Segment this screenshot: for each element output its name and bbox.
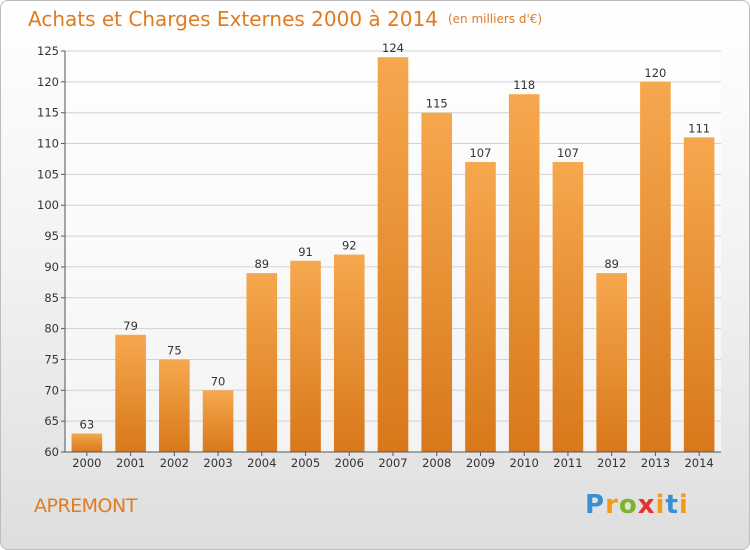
y-tick-label: 90 xyxy=(44,260,59,274)
y-tick-label: 70 xyxy=(44,383,59,397)
proxiti-logo: Proxiti xyxy=(585,490,689,520)
x-tick-label: 2003 xyxy=(203,456,232,470)
x-tick-label: 2002 xyxy=(160,456,189,470)
bar-value-label: 124 xyxy=(382,41,404,55)
bar-value-label: 118 xyxy=(513,78,535,92)
location-name: APREMONT xyxy=(34,495,137,517)
x-tick-label: 2009 xyxy=(466,456,495,470)
x-tick-label: 2006 xyxy=(335,456,364,470)
bar xyxy=(640,81,671,452)
x-tick-label: 2007 xyxy=(378,456,407,470)
chart-title: Achats et Charges Externes 2000 à 2014 (e… xyxy=(28,7,542,31)
bar xyxy=(596,273,627,452)
x-tick-label: 2014 xyxy=(684,456,713,470)
bar-value-label: 107 xyxy=(469,146,491,160)
x-tick-label: 2012 xyxy=(597,456,626,470)
y-tick-label: 95 xyxy=(44,229,59,243)
bar-value-label: 107 xyxy=(557,146,579,160)
x-tick-label: 2008 xyxy=(422,456,451,470)
x-tick-label: 2005 xyxy=(291,456,320,470)
bar-value-label: 75 xyxy=(167,343,182,357)
y-tick-label: 85 xyxy=(44,291,59,305)
bar xyxy=(202,390,234,452)
bar xyxy=(71,433,103,452)
bar xyxy=(246,273,278,452)
y-tick-label: 80 xyxy=(44,322,59,336)
bar-value-label: 89 xyxy=(604,257,619,271)
bar xyxy=(377,57,409,453)
bar-value-label: 70 xyxy=(211,374,226,388)
y-tick-label: 110 xyxy=(37,137,59,151)
x-tick-label: 2010 xyxy=(510,456,539,470)
x-tick-label: 2000 xyxy=(72,456,101,470)
bar-value-label: 120 xyxy=(644,66,666,80)
y-tick-label: 125 xyxy=(37,44,59,58)
bar-value-label: 115 xyxy=(426,97,448,111)
bar xyxy=(290,260,321,452)
bar xyxy=(115,334,146,452)
x-tick-label: 2001 xyxy=(116,456,145,470)
bar-value-label: 63 xyxy=(80,417,95,431)
bar-value-label: 91 xyxy=(298,245,313,259)
x-tick-label: 2013 xyxy=(641,456,670,470)
bar-value-label: 111 xyxy=(688,121,710,135)
bar xyxy=(683,137,715,452)
y-tick-label: 60 xyxy=(44,445,59,459)
bar xyxy=(333,254,365,452)
y-tick-label: 115 xyxy=(37,106,59,120)
x-tick-label: 2011 xyxy=(553,456,582,470)
y-tick-label: 65 xyxy=(44,414,59,428)
y-tick-label: 120 xyxy=(37,75,59,89)
chart-title-text: Achats et Charges Externes 2000 à 2014 xyxy=(28,7,438,31)
y-tick-label: 100 xyxy=(37,198,59,212)
bar xyxy=(552,162,584,453)
y-tick-label: 75 xyxy=(44,352,59,366)
y-tick-label: 105 xyxy=(37,167,59,181)
x-tick-label: 2004 xyxy=(247,456,276,470)
bar xyxy=(421,112,453,452)
bar xyxy=(465,162,496,453)
bar-value-label: 79 xyxy=(123,319,138,333)
chart-unit: (en milliers d'€) xyxy=(447,12,543,26)
bar xyxy=(159,359,190,452)
bar-value-label: 92 xyxy=(342,239,357,253)
bar-value-label: 89 xyxy=(254,257,269,271)
bar xyxy=(508,94,540,452)
